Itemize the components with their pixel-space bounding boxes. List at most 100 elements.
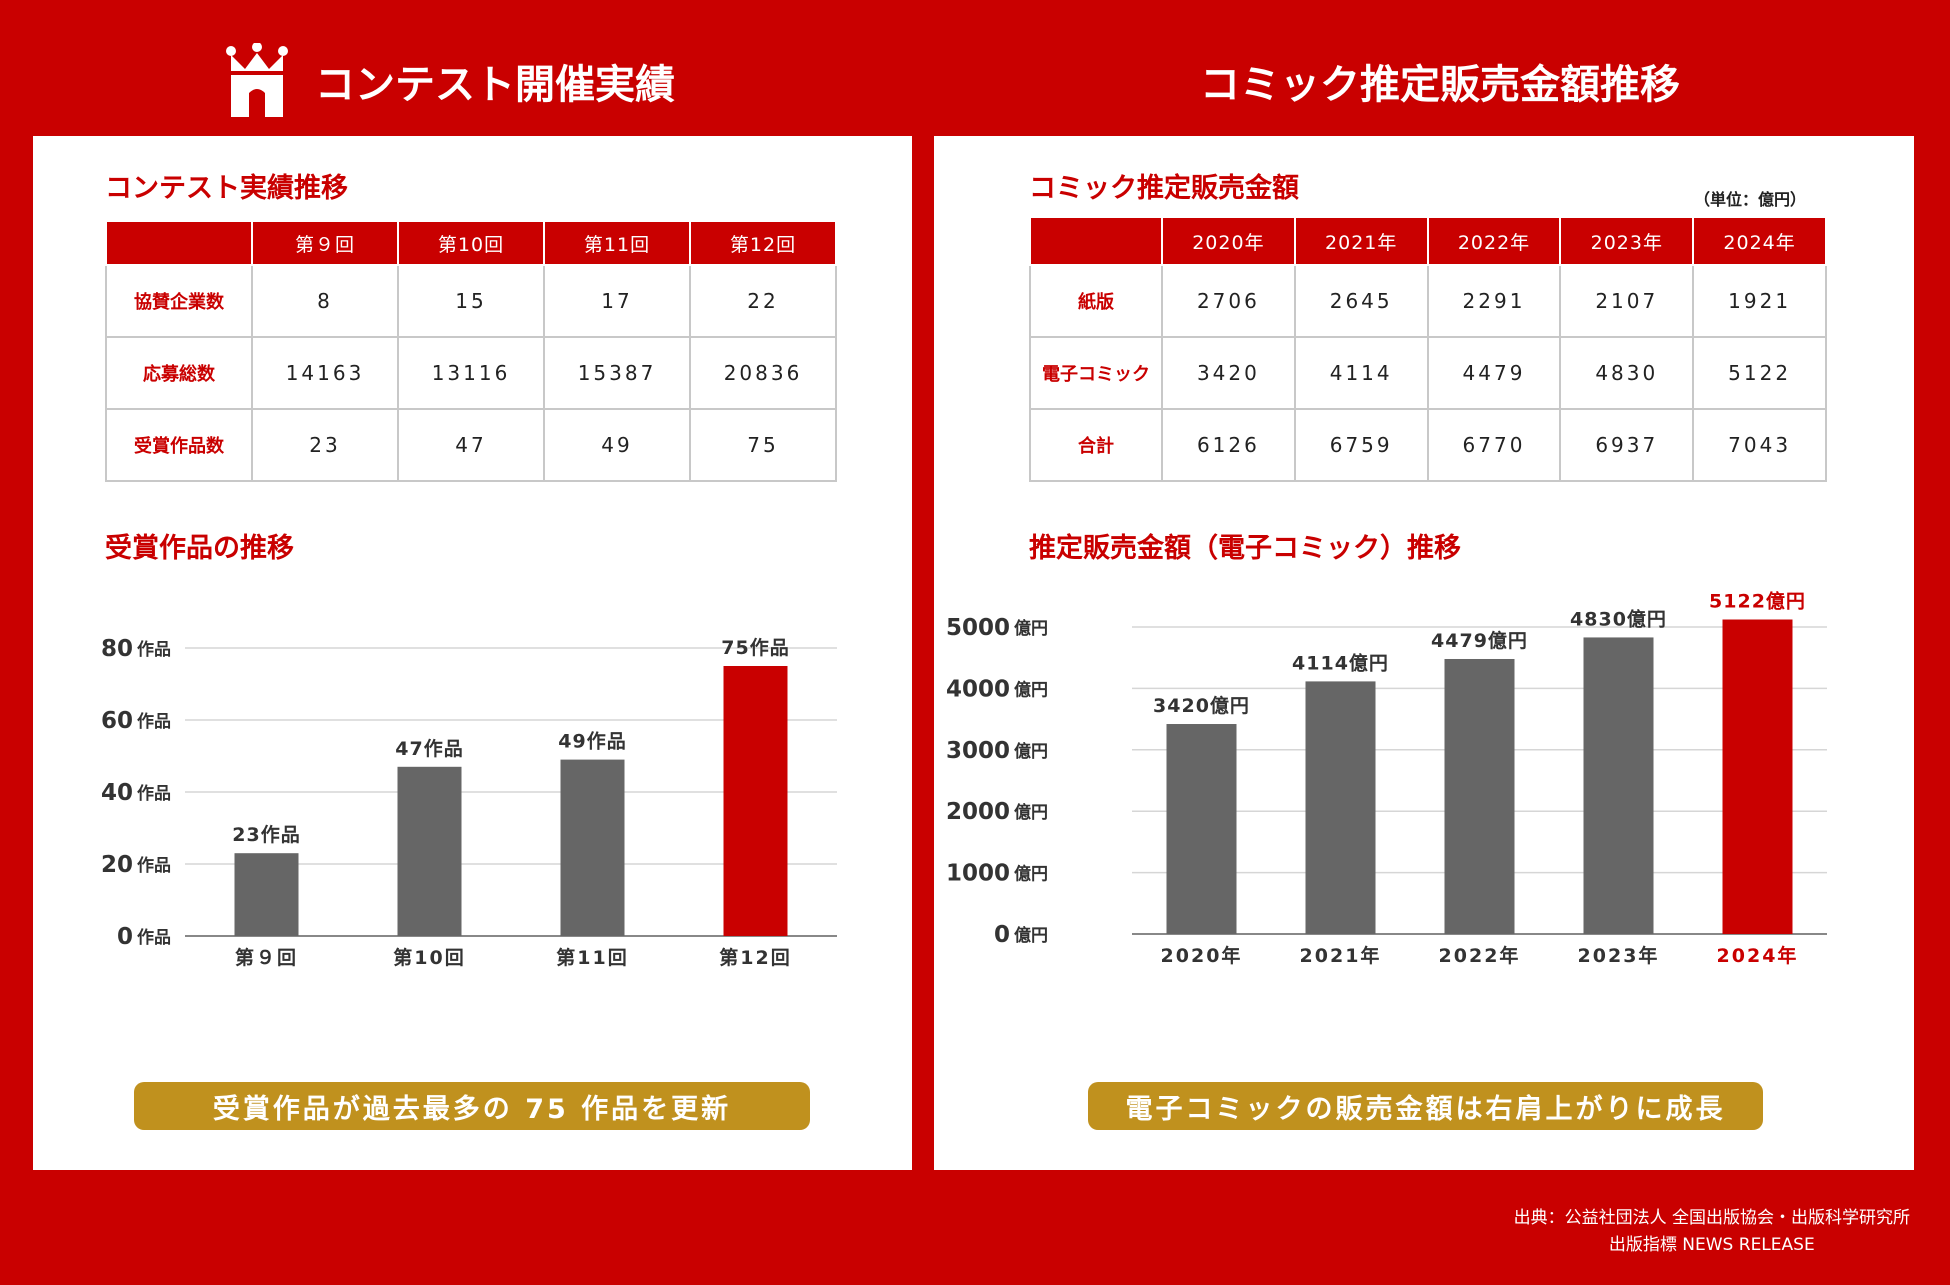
table-cell: 15387 [543,336,691,410]
bar-value-label: 47作品 [395,737,463,760]
contest-col-header: 第９回 [251,220,399,266]
y-tick-unit: 作品 [137,639,171,660]
x-tick-label: 第11回 [556,946,628,969]
bar [1722,619,1793,934]
sales-banner: 電子コミックの販売金額は右肩上がりに成長 [1088,1082,1763,1130]
table-row: 応募総数 14163 13116 15387 20836 [105,336,837,410]
bar-value-label: 5122億円 [1709,590,1806,613]
x-tick-label: 第10回 [393,946,465,969]
y-tick-label: 3000 [946,738,1010,764]
x-tick-label: 2023年 [1578,944,1660,967]
sales-col-header: 2024年 [1692,216,1827,266]
y-tick-unit: 億円 [1014,741,1048,762]
source-line-2: 出版指標 NEWS RELEASE [1608,1235,1815,1255]
y-tick-unit: 作品 [137,711,171,732]
y-tick-unit: 作品 [137,783,171,804]
x-tick-label: 2020年 [1161,944,1243,967]
contest-table-header-row: 第９回 第10回 第11回 第12回 [105,220,837,266]
row-label: 応募総数 [105,336,253,410]
bar-value-label: 3420億円 [1153,694,1250,717]
table-cell: 2706 [1161,264,1296,338]
y-tick-label: 20 [101,852,133,878]
bar-value-label: 4114億円 [1292,651,1389,674]
sales-chart-title: 推定販売金額（電子コミック）推移 [1029,533,1461,564]
table-row: 合計 6126 6759 6770 6937 7043 [1029,408,1827,482]
y-tick-label: 60 [101,708,133,734]
table-row: 電子コミック 3420 4114 4479 4830 5122 [1029,336,1827,410]
bar-value-label: 4479億円 [1431,629,1528,652]
left-header: コンテスト開催実績 [225,28,675,133]
table-row: 受賞作品数 23 47 49 75 [105,408,837,482]
y-tick-unit: 億円 [1014,679,1048,700]
sales-table-corner [1029,216,1163,266]
table-cell: 23 [251,408,399,482]
sales-col-header: 2023年 [1559,216,1695,266]
bar [723,666,788,936]
crown-icon [226,42,288,117]
bar-value-label: 49作品 [558,730,626,753]
y-tick-label: 2000 [946,799,1010,825]
x-tick-label: 2022年 [1439,944,1521,967]
row-label: 受賞作品数 [105,408,253,482]
table-cell: 6126 [1161,408,1296,482]
y-tick-label: 0 [994,922,1010,948]
y-tick-unit: 億円 [1014,618,1048,639]
table-cell: 6770 [1426,408,1562,482]
bar [1305,681,1376,934]
table-row: 紙版 2706 2645 2291 2107 1921 [1029,264,1827,338]
row-label: 協賛企業数 [105,264,253,338]
bar [1166,724,1237,934]
table-row: 協賛企業数 8 15 17 22 [105,264,837,338]
bar [234,853,299,936]
table-cell: 4830 [1559,336,1695,410]
y-tick-label: 5000 [946,615,1010,641]
table-cell: 8 [251,264,399,338]
table-cell: 22 [689,264,837,338]
table-cell: 17 [543,264,691,338]
table-cell: 4114 [1293,336,1429,410]
table-cell: 13116 [397,336,545,410]
table-cell: 14163 [251,336,399,410]
y-tick-label: 0 [117,924,133,950]
table-cell: 20836 [689,336,837,410]
table-cell: 75 [689,408,837,482]
table-cell: 15 [397,264,545,338]
table-cell: 1921 [1692,264,1827,338]
table-cell: 7043 [1692,408,1827,482]
sales-col-header: 2020年 [1161,216,1296,266]
y-tick-unit: 億円 [1014,864,1048,885]
row-label: 紙版 [1029,264,1163,338]
table-cell: 47 [397,408,545,482]
table-cell: 2291 [1426,264,1562,338]
contest-col-header: 第12回 [689,220,837,266]
contest-table-corner [105,220,253,266]
bar [560,759,625,936]
y-tick-label: 1000 [946,861,1010,887]
contest-table: 第９回 第10回 第11回 第12回 協賛企業数 8 15 17 22 応募総数… [105,220,837,482]
sales-table-title: コミック推定販売金額 [1029,173,1299,204]
table-cell: 49 [543,408,691,482]
contest-panel: コンテスト実績推移 第９回 第10回 第11回 第12回 協賛企業数 8 15 … [33,136,912,1170]
x-tick-label: 2024年 [1717,944,1799,967]
y-tick-label: 80 [101,636,133,662]
bar-value-label: 4830億円 [1570,607,1667,630]
sales-col-header: 2022年 [1426,216,1562,266]
bar-value-label: 23作品 [232,823,300,846]
awards-banner: 受賞作品が過去最多の 75 作品を更新 [134,1082,810,1130]
table-cell: 4479 [1426,336,1562,410]
x-tick-label: 第12回 [719,946,791,969]
bar [1444,658,1515,934]
left-header-title: コンテスト開催実績 [315,61,675,108]
sales-table-header-row: 2020年 2021年 2022年 2023年 2024年 [1029,216,1827,266]
table-cell: 2645 [1293,264,1429,338]
row-label: 電子コミック [1029,336,1163,410]
table-cell: 5122 [1692,336,1827,410]
row-label: 合計 [1029,408,1163,482]
bar [1583,637,1654,934]
right-header: コミック推定販売金額推移 [1200,28,1680,133]
source-line-1: 出典：公益社団法人 全国出版協会・出版科学研究所 [1513,1208,1910,1228]
sales-table: 2020年 2021年 2022年 2023年 2024年 紙版 2706 26… [1029,216,1827,482]
y-tick-unit: 作品 [137,927,171,948]
